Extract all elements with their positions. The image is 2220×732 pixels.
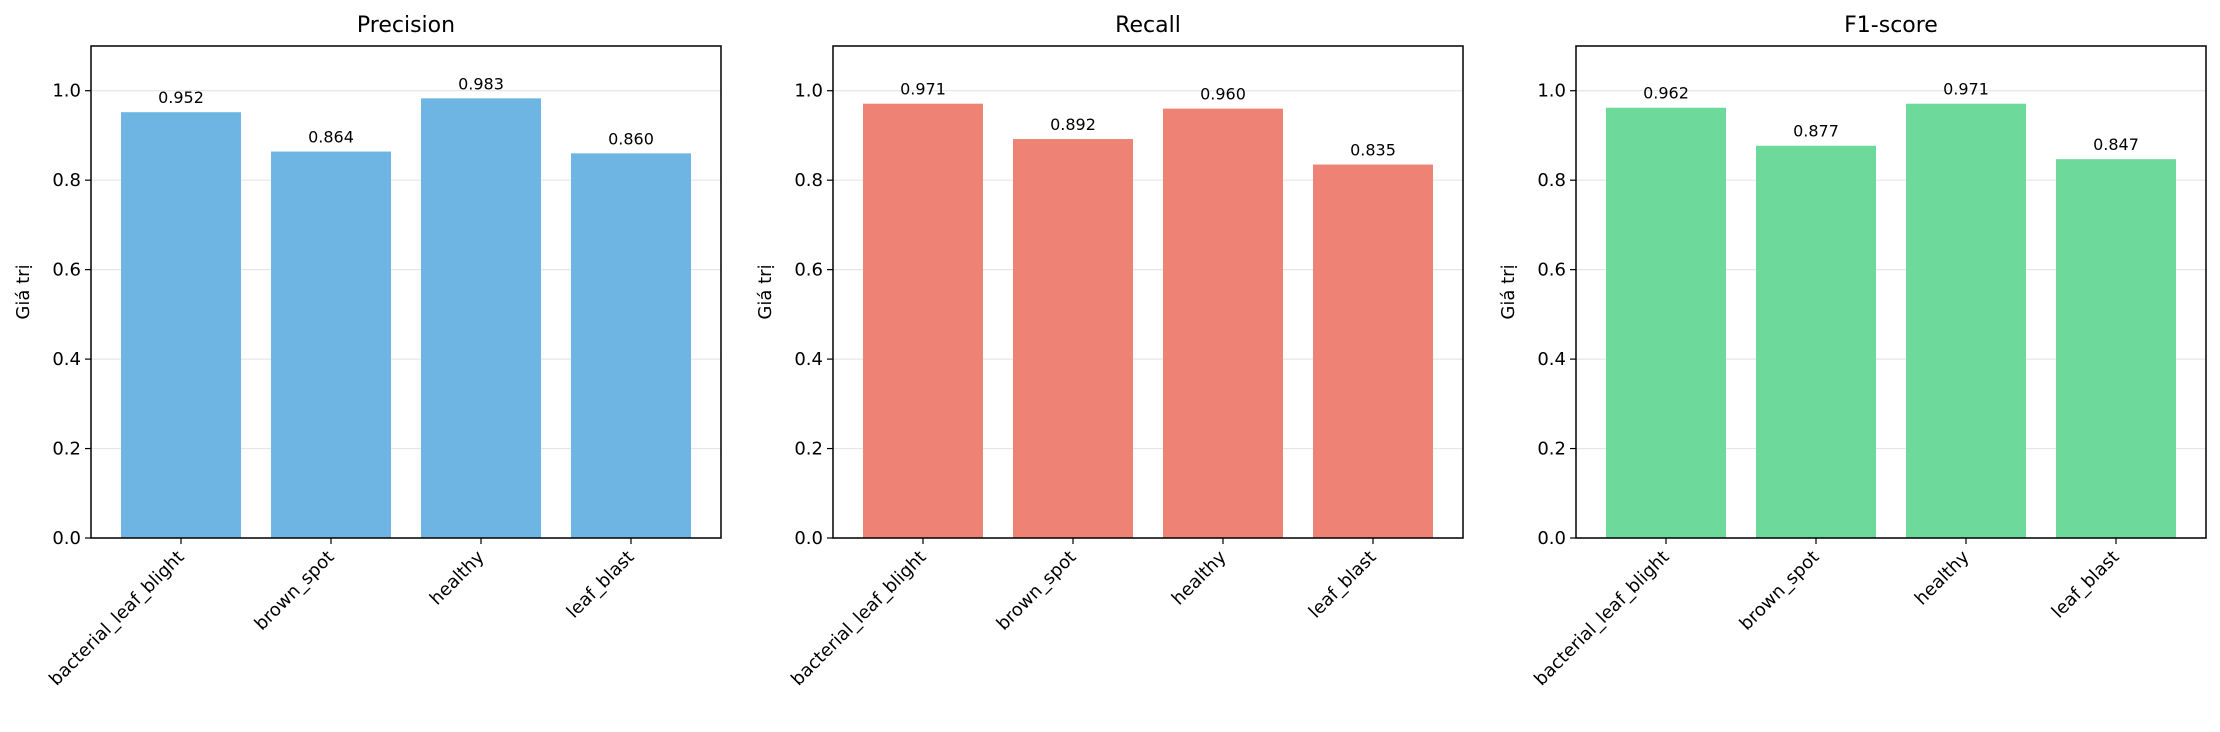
y-tick-label: 0.8 xyxy=(52,170,81,191)
bar-brown_spot xyxy=(271,151,391,538)
x-tick-label: bacterial_leaf_blight xyxy=(1530,547,1673,690)
data-label: 0.864 xyxy=(308,128,354,147)
y-axis-label: Giá trị xyxy=(755,264,776,319)
plot-frame xyxy=(1575,45,2207,539)
y-tick-label: 0.4 xyxy=(52,349,81,370)
data-label: 0.971 xyxy=(1943,80,1989,99)
plot-frame xyxy=(90,45,722,539)
bar-leaf_blast xyxy=(1313,164,1433,538)
y-tick-label: 0.2 xyxy=(1537,439,1566,460)
data-label: 0.847 xyxy=(2093,135,2139,154)
bar-leaf_blast xyxy=(2056,159,2176,538)
x-tick-label: bacterial_leaf_blight xyxy=(45,547,188,690)
y-tick-label: 0.0 xyxy=(794,528,823,549)
x-tick-label: leaf_blast xyxy=(1305,547,1381,623)
y-tick-label: 0.6 xyxy=(52,260,81,281)
bar-healthy xyxy=(1906,103,2026,538)
x-tick-label: leaf_blast xyxy=(563,547,639,623)
y-tick-label: 0.2 xyxy=(794,439,823,460)
y-tick-label: 0.0 xyxy=(1537,528,1566,549)
y-axis-label: Giá trị xyxy=(13,264,34,319)
x-tick-label: healthy xyxy=(426,546,489,609)
y-axis-label: Giá trị xyxy=(1498,264,1519,319)
data-label: 0.877 xyxy=(1793,122,1839,141)
x-tick-label: brown_spot xyxy=(993,547,1081,635)
bar-leaf_blast xyxy=(571,153,691,538)
y-tick-label: 0.4 xyxy=(1537,349,1566,370)
data-label: 0.892 xyxy=(1050,115,1096,134)
bar-brown_spot xyxy=(1013,139,1133,539)
y-tick-label: 0.6 xyxy=(794,260,823,281)
chart-title: Recall xyxy=(1115,13,1181,38)
data-label: 0.860 xyxy=(608,129,654,148)
bar-healthy xyxy=(421,98,541,539)
x-tick-label: healthy xyxy=(1168,546,1231,609)
chart-title: F1-score xyxy=(1844,13,1938,38)
bar-bacterial_leaf_blight xyxy=(121,112,241,539)
x-tick-label: leaf_blast xyxy=(2048,547,2124,623)
bar-bacterial_leaf_blight xyxy=(863,103,983,538)
bar-bacterial_leaf_blight xyxy=(1606,107,1726,538)
data-label: 0.983 xyxy=(458,74,504,93)
chart-panel-3: 0.962 bacterial_leaf_blight 0.877 brown_spo… xyxy=(1498,13,2207,690)
chart-panel-2: 0.971 bacterial_leaf_blight 0.892 brown_spo… xyxy=(755,13,1464,690)
x-tick-label: bacterial_leaf_blight xyxy=(787,547,930,690)
data-label: 0.952 xyxy=(158,88,204,107)
y-tick-label: 1.0 xyxy=(1537,81,1566,102)
plot-frame xyxy=(832,45,1464,539)
bar-brown_spot xyxy=(1756,145,1876,538)
y-tick-label: 0.6 xyxy=(1537,260,1566,281)
data-label: 0.835 xyxy=(1350,141,1396,160)
data-label: 0.960 xyxy=(1200,85,1246,104)
data-label: 0.971 xyxy=(900,80,946,99)
y-tick-label: 0.8 xyxy=(794,170,823,191)
x-tick-label: healthy xyxy=(1911,546,1974,609)
y-tick-label: 1.0 xyxy=(52,81,81,102)
chart-panel-1: 0.952 bacterial_leaf_blight 0.864 brown_spo… xyxy=(13,13,722,690)
y-tick-label: 0.4 xyxy=(794,349,823,370)
chart-title: Precision xyxy=(357,13,455,38)
y-tick-label: 0.2 xyxy=(52,439,81,460)
y-tick-label: 0.8 xyxy=(1537,170,1566,191)
y-tick-label: 0.0 xyxy=(52,528,81,549)
y-tick-label: 1.0 xyxy=(794,81,823,102)
bar-healthy xyxy=(1163,108,1283,539)
x-tick-label: brown_spot xyxy=(1736,547,1824,635)
x-tick-label: brown_spot xyxy=(251,547,339,635)
data-label: 0.962 xyxy=(1643,84,1689,103)
